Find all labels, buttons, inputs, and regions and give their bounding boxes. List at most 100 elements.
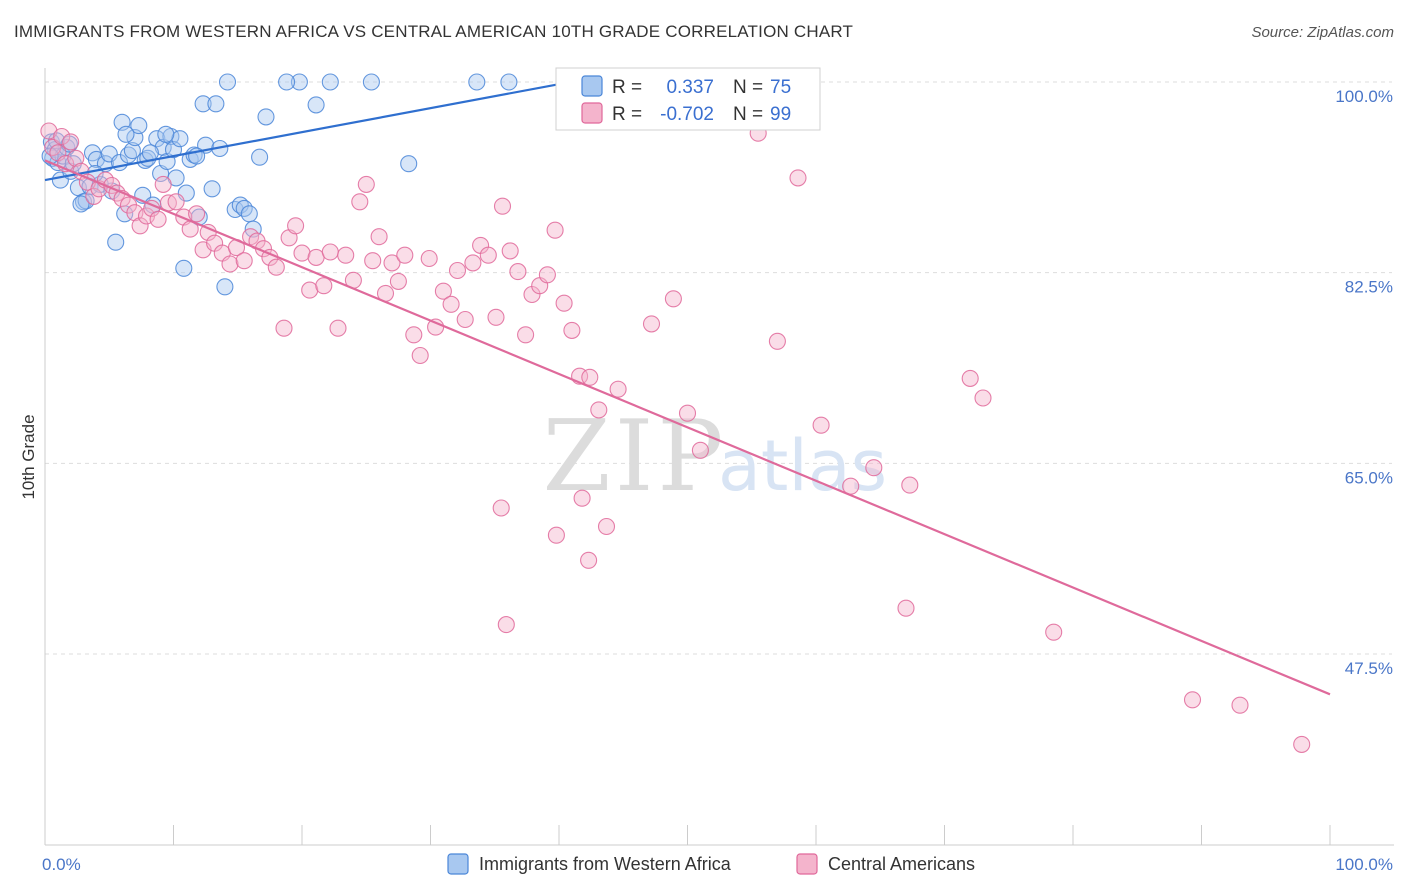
point-series1-63 [442,295,460,313]
point-series1-23 [167,193,185,211]
point-series1-79 [563,321,581,339]
legend-n-label-2: N = [733,104,763,125]
point-series1-73 [517,326,535,344]
point-series1-20 [149,210,167,228]
y-tick-label-2: 65.0% [1345,468,1393,487]
point-series1-43 [301,281,319,299]
point-series0-38 [171,130,189,148]
point-series0-31 [148,130,166,148]
point-series1-55 [383,254,401,272]
point-series1-56 [389,272,407,290]
point-series1-60 [420,249,438,268]
point-series1-48 [337,246,355,264]
point-series1-76 [538,266,556,284]
point-series1-53 [370,228,388,246]
trend-line-series1 [44,159,1331,696]
point-series0-58 [307,96,325,114]
point-series1-81 [581,368,599,386]
point-series1-72 [509,263,527,281]
point-series1-102 [573,489,591,507]
point-series1-51 [357,175,375,193]
y-tick-label-3: 47.5% [1345,659,1393,678]
legend-r-label-1: R = [612,77,642,98]
point-series1-68 [479,246,497,264]
point-series0-67 [72,195,90,213]
point-series1-42 [293,244,311,262]
point-series1-70 [493,197,512,215]
point-series1-59 [411,346,429,365]
legend-r-value-1: 0.337 [666,77,714,98]
point-series1-5 [62,133,80,151]
point-series1-41 [287,217,305,235]
point-series0-60 [278,73,296,91]
point-series1-31 [221,255,239,273]
point-series1-94 [897,599,915,617]
legend-n-value-1: 75 [770,77,791,98]
point-series0-69 [117,125,135,143]
point-series1-57 [396,246,414,264]
point-series0-14 [87,150,105,168]
point-series1-39 [275,319,293,337]
point-series1-86 [678,404,697,422]
x-tick-label-0: 0.0% [42,855,81,874]
point-series1-93 [865,459,883,477]
series-legend-label-central-americans: Central Americans [828,854,975,874]
point-series1-69 [487,308,505,326]
legend-r-label-2: R = [612,104,642,125]
point-series0-73 [400,155,418,173]
point-series0-62 [468,73,486,91]
legend-n-label-1: N = [733,77,763,98]
watermark-atlas: atlas [718,425,887,507]
watermark: ZIP atlas [543,400,888,514]
y-tick-label-0: 100.0% [1335,87,1393,106]
point-series1-26 [188,205,206,223]
point-series1-38 [267,258,285,276]
series-legend-label-western-africa: Immigrants from Western Africa [479,854,732,874]
point-series1-66 [464,254,482,272]
axes [44,68,1394,846]
point-series1-21 [154,175,172,193]
point-series0-61 [362,73,380,91]
point-series1-82 [590,401,608,419]
point-series1-52 [364,252,382,270]
legend-n-value-2: 99 [770,104,791,125]
legend-swatch-blue [581,75,603,97]
point-series1-96 [961,369,979,387]
point-series1-83 [609,380,627,398]
point-series1-90 [789,169,807,187]
point-series1-85 [664,290,682,308]
point-series0-56 [251,148,269,166]
point-series1-0 [40,122,58,140]
point-series1-104 [597,517,616,536]
point-series1-62 [434,282,452,300]
point-series0-50 [218,73,237,91]
point-series0-54 [240,205,258,223]
point-series1-99 [1183,691,1202,709]
point-series1-3 [53,127,71,146]
point-series1-46 [321,243,339,261]
point-series1-107 [497,616,515,634]
point-series1-98 [1045,623,1063,641]
point-series1-106 [492,499,510,517]
point-series1-64 [448,261,467,280]
point-series1-105 [580,551,598,569]
legend-r-value-2: -0.702 [660,104,714,125]
grid-lines [45,81,1392,655]
point-series1-17 [131,217,149,235]
point-series1-6 [67,149,85,167]
point-series1-77 [546,221,564,239]
point-series0-59 [321,73,339,91]
legend-swatch-pink [581,102,603,124]
point-series1-103 [547,526,565,544]
point-series1-95 [901,476,919,494]
y-tick-label-1: 82.5% [1345,278,1393,297]
trend-lines [44,83,1331,696]
point-series0-53 [235,199,253,217]
point-series0-47 [207,95,225,113]
chart-title: IMMIGRANTS FROM WESTERN AFRICA VS CENTRA… [14,22,854,41]
point-series1-47 [329,319,347,337]
point-series0-36 [164,141,183,159]
series-legend: Immigrants from Western Africa Central A… [447,853,975,875]
point-series1-45 [315,277,333,295]
